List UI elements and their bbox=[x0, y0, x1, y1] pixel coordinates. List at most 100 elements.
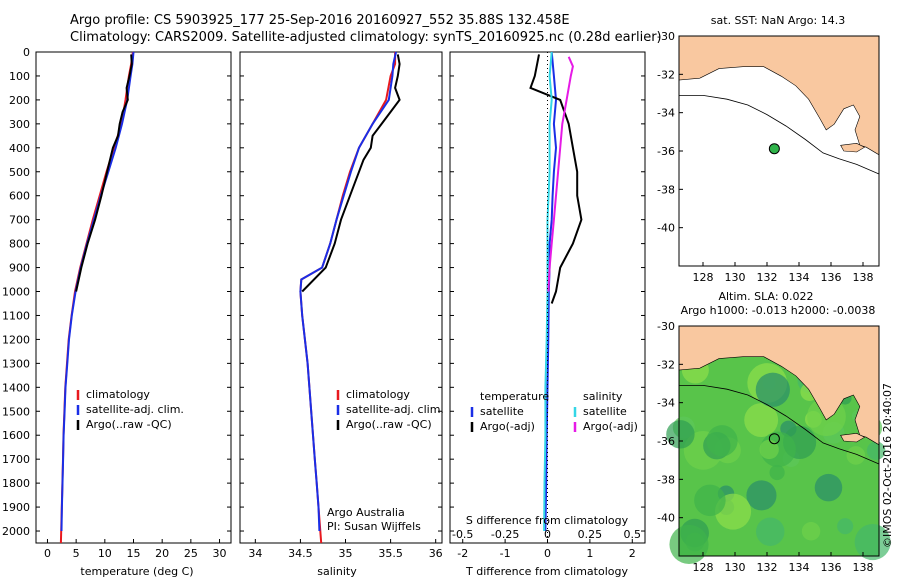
land-polygon bbox=[678, 35, 880, 156]
x-tick-label: 138 bbox=[853, 271, 874, 284]
argo-location-marker bbox=[768, 143, 780, 155]
series-line bbox=[547, 56, 574, 292]
y-tick-label: -34 bbox=[657, 397, 675, 410]
legend-label: satellite bbox=[480, 405, 524, 418]
plot-frame bbox=[239, 51, 443, 544]
series-line bbox=[544, 51, 558, 532]
x-tick-label: 1 bbox=[586, 547, 593, 560]
y-tick-label: -30 bbox=[657, 320, 675, 333]
sla-blob bbox=[801, 522, 821, 541]
x-tick-label: 130 bbox=[725, 271, 746, 284]
salinity-panel: 34 34.5 35 35.5 36 climatology satellite-adj. … bbox=[239, 51, 444, 560]
y-tick-label: -32 bbox=[657, 68, 675, 81]
x-tick-label: 34.5 bbox=[288, 547, 313, 560]
y-tick-label: -40 bbox=[657, 512, 675, 525]
legend-label: climatology bbox=[86, 388, 150, 401]
y-tick-label: 700 bbox=[9, 214, 30, 227]
sst-map-title: sat. SST: NaN Argo: 14.3 bbox=[711, 14, 845, 27]
y-tick-label: -34 bbox=[657, 107, 675, 120]
sla-blob bbox=[746, 480, 777, 511]
y-tick-label: 200 bbox=[9, 94, 30, 107]
y-tick-label: -36 bbox=[657, 145, 675, 158]
y-tick-label: 1900 bbox=[2, 501, 30, 514]
legend-label: satellite-adj. clim. bbox=[86, 403, 184, 416]
y-tick-label: -40 bbox=[657, 222, 675, 235]
sla-blob bbox=[769, 464, 785, 481]
y-tick-label: 600 bbox=[9, 190, 30, 203]
land-polygon bbox=[678, 325, 880, 446]
y-tick-label: 1000 bbox=[2, 286, 30, 299]
legend-label: climatology bbox=[346, 388, 410, 401]
x-tick-label: 132 bbox=[757, 271, 778, 284]
x-tick-label: 128 bbox=[693, 271, 714, 284]
x-tick-label: 0 bbox=[44, 547, 51, 560]
y-tick-label: 400 bbox=[9, 142, 30, 155]
plot-frame bbox=[35, 51, 232, 544]
sla-blob bbox=[854, 524, 891, 561]
y-tick-label: 1600 bbox=[2, 429, 30, 442]
x-tick-label: 128 bbox=[693, 561, 714, 574]
x-tick-label: 132 bbox=[757, 561, 778, 574]
series-line bbox=[543, 51, 553, 532]
x-tick-label: 130 bbox=[725, 561, 746, 574]
y-tick-label: 1400 bbox=[2, 381, 30, 394]
y-tick-label: 1300 bbox=[2, 357, 30, 370]
island-polygon bbox=[840, 142, 866, 153]
island-polygon bbox=[840, 432, 866, 443]
sla-blob bbox=[706, 425, 738, 457]
annotation-line1: Argo Australia bbox=[327, 506, 405, 519]
title-line2: Climatology: CARS2009. Satellite-adjuste… bbox=[70, 30, 662, 45]
argo-location-marker bbox=[768, 433, 780, 445]
x2-tick-label: -0.25 bbox=[491, 528, 519, 541]
y-tick-label: 500 bbox=[9, 166, 30, 179]
sla-blob bbox=[755, 372, 790, 407]
series-line bbox=[301, 54, 401, 293]
sla-blob bbox=[814, 473, 843, 502]
contour-line bbox=[679, 384, 880, 465]
x-tick-label: 134 bbox=[789, 271, 810, 284]
sst-map-panel: 128 130 132 134 136 138 -30 -32 -34 -36 -38 -40 bbox=[657, 30, 880, 284]
y-tick-label: -38 bbox=[657, 183, 675, 196]
series-line bbox=[299, 51, 397, 532]
temperature-xlabel: temperature (deg C) bbox=[80, 565, 193, 578]
x-tick-label: 136 bbox=[821, 271, 842, 284]
x2-tick-label: 0.5 bbox=[624, 528, 642, 541]
x-tick-label: 0 bbox=[544, 547, 551, 560]
legend-label: Argo(..raw -QC) bbox=[86, 418, 172, 431]
x-tick-label: -2 bbox=[457, 547, 468, 560]
difference-xlabel2: S difference from climatology bbox=[466, 514, 629, 527]
legend-label: Argo(-adj) bbox=[583, 420, 638, 433]
salinity-xlabel: salinity bbox=[317, 565, 357, 578]
x-tick-label: 138 bbox=[853, 561, 874, 574]
legend-label: satellite-adj. clim. bbox=[346, 403, 444, 416]
difference-xlabel: T difference from climatology bbox=[465, 565, 628, 578]
sla-blob bbox=[866, 441, 886, 460]
legend-label: Argo(-adj) bbox=[480, 420, 535, 433]
y-tick-label: 800 bbox=[9, 238, 30, 251]
y-tick-label: 1100 bbox=[2, 309, 30, 322]
x-tick-label: 30 bbox=[213, 547, 227, 560]
y-tick-label: 2000 bbox=[2, 525, 30, 538]
x-tick-label: 15 bbox=[127, 547, 141, 560]
y-tick-label: -38 bbox=[657, 473, 675, 486]
y-tick-label: 100 bbox=[9, 70, 30, 83]
y-tick-label: 1500 bbox=[2, 405, 30, 418]
x-tick-label: 134 bbox=[789, 561, 810, 574]
legend-label: Argo(..raw -QC) bbox=[346, 418, 432, 431]
legend-label: satellite bbox=[583, 405, 627, 418]
x2-tick-label: -0.5 bbox=[452, 528, 473, 541]
y-tick-label: 900 bbox=[9, 262, 30, 275]
y-tick-label: 1800 bbox=[2, 477, 30, 490]
x-tick-label: 36 bbox=[429, 547, 443, 560]
sla-blob bbox=[756, 517, 785, 546]
series-line bbox=[529, 54, 583, 304]
x-tick-label: 35 bbox=[339, 547, 353, 560]
title-line1: Argo profile: CS 5903925_177 25-Sep-2016… bbox=[70, 13, 570, 28]
legend-heading-temperature: temperature bbox=[480, 390, 549, 403]
y-tick-label: -32 bbox=[657, 358, 675, 371]
y-tick-label: 1200 bbox=[2, 333, 30, 346]
y-tick-label: 0 bbox=[23, 46, 30, 59]
legend-heading-salinity: salinity bbox=[583, 390, 623, 403]
x-tick-label: 20 bbox=[155, 547, 169, 560]
